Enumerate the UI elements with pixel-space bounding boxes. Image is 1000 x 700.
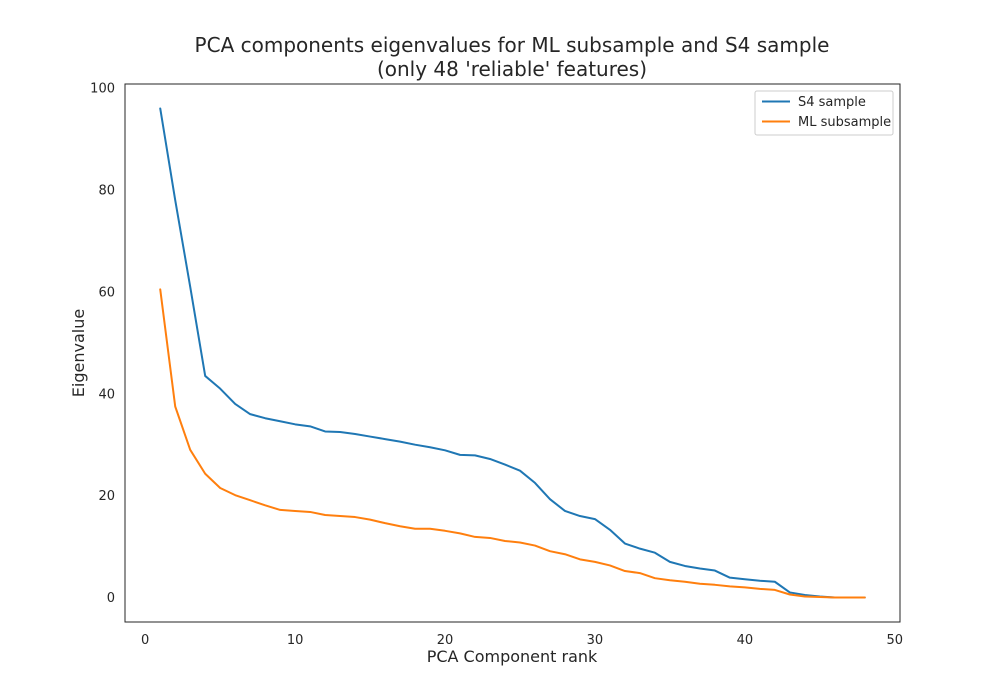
axis-ticks: 0 10 20 30 40 50 0 20 40 60 80 100	[90, 82, 903, 648]
x-tick-label-30: 30	[587, 633, 604, 648]
series-line-ml-subsample	[159, 288, 866, 599]
legend-label-ml-subsample: ML subsample	[798, 115, 891, 130]
legend: S4 sample ML subsample	[754, 90, 894, 136]
chart-title: PCA components eigenvalues for ML subsam…	[195, 33, 830, 57]
x-tick-label-10: 10	[287, 633, 304, 648]
series-line-s4-sample	[159, 107, 866, 599]
y-tick-label-0: 0	[107, 591, 115, 606]
y-tick-label-20: 20	[98, 489, 115, 504]
y-tick-label-80: 80	[98, 184, 115, 199]
x-tick-label-20: 20	[437, 633, 454, 648]
x-tick-label-0: 0	[141, 633, 149, 648]
y-tick-label-60: 60	[98, 285, 115, 300]
x-tick-label-50: 50	[887, 633, 904, 648]
plot-area-frame	[124, 83, 901, 623]
legend-label-s4-sample: S4 sample	[798, 95, 866, 110]
y-tick-label-100: 100	[90, 82, 115, 97]
x-axis-label: PCA Component rank	[427, 647, 598, 666]
chart-subtitle: (only 48 'reliable' features)	[377, 57, 647, 81]
y-tick-label-40: 40	[98, 387, 115, 402]
x-tick-label-40: 40	[737, 633, 754, 648]
series-lines	[159, 107, 866, 599]
y-axis-label: Eigenvalue	[69, 309, 88, 397]
